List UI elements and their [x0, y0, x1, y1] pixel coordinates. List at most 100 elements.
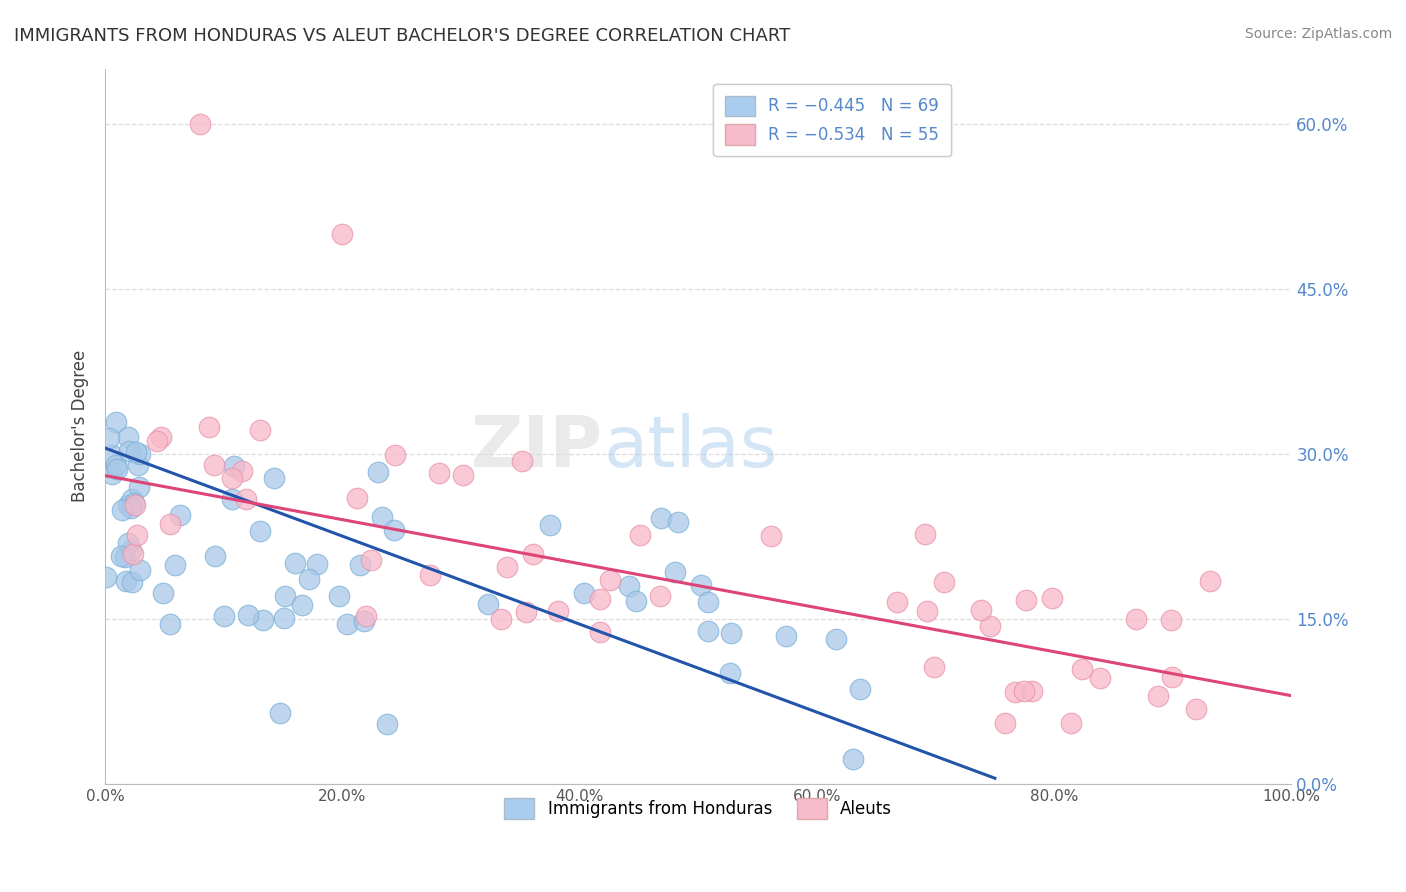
Point — [353, 614, 375, 628]
Point — [128, 563, 150, 577]
Point — [886, 595, 908, 609]
Point — [1014, 684, 1036, 698]
Point — [696, 624, 718, 639]
Point — [114, 550, 136, 565]
Point — [825, 632, 848, 647]
Point — [117, 536, 139, 550]
Point — [169, 508, 191, 522]
Point — [149, 430, 172, 444]
Point — [915, 604, 938, 618]
Point — [574, 586, 596, 600]
Point — [125, 445, 148, 459]
Point — [100, 467, 122, 481]
Point — [689, 578, 711, 592]
Point — [419, 568, 441, 582]
Point — [346, 491, 368, 505]
Point — [124, 498, 146, 512]
Point — [117, 498, 139, 512]
Point — [914, 527, 936, 541]
Point — [125, 528, 148, 542]
Point — [1015, 593, 1038, 607]
Point — [589, 625, 612, 640]
Point — [970, 602, 993, 616]
Point — [121, 574, 143, 589]
Text: IMMIGRANTS FROM HONDURAS VS ALEUT BACHELOR'S DEGREE CORRELATION CHART: IMMIGRANTS FROM HONDURAS VS ALEUT BACHEL… — [14, 27, 790, 45]
Point — [120, 542, 142, 557]
Point — [697, 595, 720, 609]
Point — [1185, 702, 1208, 716]
Point — [512, 454, 534, 468]
Point — [589, 592, 612, 607]
Point — [1004, 685, 1026, 699]
Point — [274, 589, 297, 603]
Point — [235, 491, 257, 506]
Point — [371, 509, 394, 524]
Y-axis label: Bachelor's Degree: Bachelor's Degree — [72, 350, 89, 502]
Text: ZIP: ZIP — [471, 413, 603, 482]
Point — [94, 570, 117, 584]
Point — [491, 612, 513, 626]
Point — [538, 517, 561, 532]
Point — [599, 573, 621, 587]
Point — [367, 466, 389, 480]
Point — [624, 593, 647, 607]
Point — [202, 458, 225, 472]
Point — [163, 558, 186, 572]
Point — [1161, 671, 1184, 685]
Point — [775, 628, 797, 642]
Point — [104, 458, 127, 473]
Point — [121, 491, 143, 506]
Point — [994, 716, 1017, 731]
Point — [221, 471, 243, 485]
Point — [360, 553, 382, 567]
Point — [284, 556, 307, 570]
Point — [922, 660, 945, 674]
Point — [356, 609, 378, 624]
Point — [1040, 591, 1063, 606]
Point — [1021, 683, 1043, 698]
Point — [336, 616, 359, 631]
Point — [110, 549, 132, 564]
Point — [159, 516, 181, 531]
Point — [204, 549, 226, 564]
Point — [231, 464, 253, 478]
Point — [451, 468, 474, 483]
Point — [628, 528, 651, 542]
Point — [159, 617, 181, 632]
Point — [377, 717, 399, 731]
Point — [291, 598, 314, 612]
Point — [1071, 662, 1094, 676]
Point — [720, 626, 742, 640]
Point — [617, 579, 640, 593]
Point — [515, 606, 537, 620]
Point — [122, 496, 145, 510]
Point — [128, 446, 150, 460]
Point — [759, 529, 782, 543]
Point — [117, 429, 139, 443]
Point — [848, 681, 870, 696]
Point — [263, 471, 285, 485]
Point — [212, 608, 235, 623]
Point — [120, 501, 142, 516]
Point — [146, 434, 169, 449]
Point — [298, 572, 321, 586]
Point — [115, 574, 138, 589]
Point — [117, 443, 139, 458]
Point — [1125, 611, 1147, 625]
Point — [273, 611, 295, 625]
Point — [127, 458, 149, 473]
Point — [105, 415, 128, 429]
Text: atlas: atlas — [603, 413, 778, 482]
Point — [128, 480, 150, 494]
Point — [522, 547, 544, 561]
Text: Source: ZipAtlas.com: Source: ZipAtlas.com — [1244, 27, 1392, 41]
Point — [122, 548, 145, 562]
Legend: Immigrants from Honduras, Aleuts: Immigrants from Honduras, Aleuts — [498, 792, 898, 825]
Point — [269, 706, 291, 720]
Point — [718, 666, 741, 681]
Point — [1060, 715, 1083, 730]
Point — [98, 431, 121, 445]
Point — [249, 424, 271, 438]
Point — [495, 559, 517, 574]
Point — [221, 492, 243, 507]
